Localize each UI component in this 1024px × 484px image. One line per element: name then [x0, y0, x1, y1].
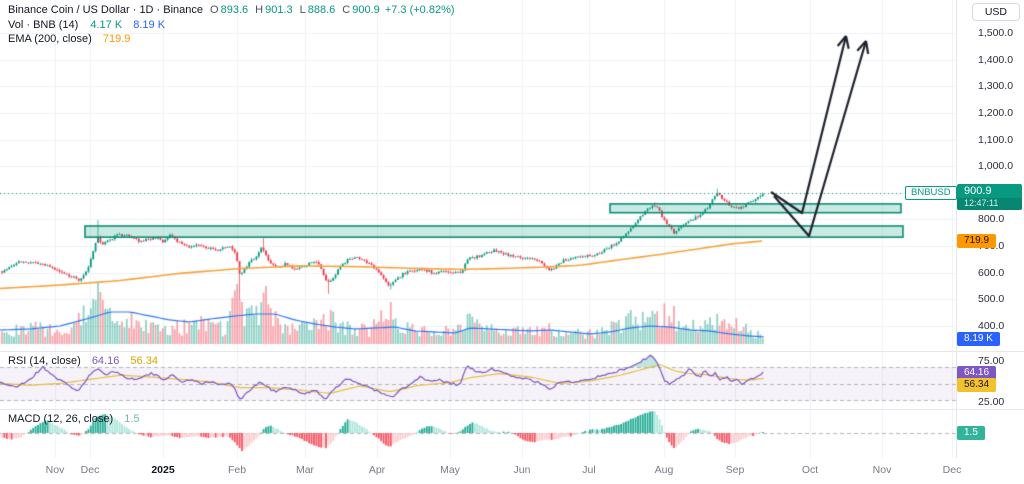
ohlc-value: 900.9 [352, 4, 380, 16]
time-tick-label: Mar [295, 464, 315, 476]
last-price-badge[interactable]: 900.9 12:47:11 [957, 184, 1022, 210]
ohlc-value: 893.6 [220, 4, 249, 16]
time-tick-label: Jun [513, 464, 531, 476]
time-tick-label: Nov [45, 464, 65, 476]
ohlc-letter: C [342, 4, 351, 16]
volume-ma-axis-badge[interactable]: 8.19 K [957, 332, 1000, 346]
ohlc-letter: O [210, 4, 219, 16]
time-tick-label: Apr [368, 464, 386, 476]
symbol-legend[interactable]: Binance Coin / US Dollar · 1D · Binance O… [8, 3, 455, 17]
ohlc-letter: L [299, 4, 306, 16]
rsi-ma-value: 56.34 [130, 355, 158, 367]
rsi-axis-badge[interactable]: 64.16 [957, 366, 997, 380]
symbol-name-tag[interactable]: BNBUSD [905, 186, 957, 200]
pane-separator-macd[interactable] [0, 409, 1024, 410]
rsi-indicator-label: RSI (14, close) [8, 355, 81, 367]
time-tick-label: Aug [654, 464, 674, 476]
volume-indicator-label: Vol · BNB (14) [8, 19, 79, 31]
currency-unit-button[interactable]: USD [971, 3, 1020, 21]
pane-separator-rsi[interactable] [0, 351, 1024, 352]
ema-indicator-label: EMA (200, close) [8, 33, 92, 45]
macd-indicator-label: MACD (12, 26, close) [8, 413, 114, 425]
rsi-ma-axis-badge[interactable]: 56.34 [957, 378, 997, 392]
rsi-legend[interactable]: RSI (14, close) 64.16 56.34 [8, 354, 158, 368]
price-change: +7.3 (+0.82%) [384, 4, 455, 16]
time-tick-label: Feb [227, 464, 247, 476]
time-tick-label: 2025 [151, 464, 175, 476]
symbol-title: Binance Coin / US Dollar · 1D · Binance [8, 4, 204, 16]
macd-legend[interactable]: MACD (12, 26, close) 1.5 [8, 412, 140, 426]
last-price-value: 900.9 [964, 185, 992, 197]
price-tick-label: 1,400.0 [978, 53, 1014, 66]
ohlc-values: O 893.6 H 901.3 L 888.6 C 900.9 [203, 4, 380, 16]
price-tick-label: 1,300.0 [978, 80, 1014, 93]
price-tick-label: 600.0 [978, 266, 1005, 279]
ema-value: 719.9 [102, 33, 131, 45]
price-tick-label: 400.0 [978, 319, 1005, 332]
price-tick-label: 1,000.0 [978, 160, 1014, 173]
volume-legend[interactable]: Vol · BNB (14) 4.17 K 8.19 K [8, 18, 165, 32]
ohlc-value: 901.3 [265, 4, 293, 16]
price-tick-label: 1,200.0 [978, 106, 1014, 119]
bar-countdown: 12:47:11 [957, 198, 1022, 210]
ohlc-letter: H [255, 4, 264, 16]
time-tick-label: Dec [942, 464, 962, 476]
time-axis[interactable]: Nov Dec 2025 Feb Mar Apr May Jun Jul Aug Sep Oct Nov… [0, 458, 1024, 484]
time-tick-label: Sep [725, 464, 745, 476]
time-tick-label: Dec [80, 464, 100, 476]
macd-axis-badge[interactable]: 1.5 [957, 426, 985, 440]
price-tick-label: 800.0 [978, 213, 1005, 226]
rsi-tick-label: 75.00 [978, 355, 1005, 367]
time-tick-label: May [440, 464, 460, 476]
time-tick-label: Nov [872, 464, 892, 476]
volume-current-value: 4.17 K [90, 19, 123, 31]
ema-legend[interactable]: EMA (200, close) 719.9 [8, 32, 130, 46]
macd-value: 1.5 [124, 413, 140, 425]
price-tick-label: 1,100.0 [978, 133, 1014, 146]
time-tick-label: Jul [582, 464, 596, 476]
price-tick-label: 500.0 [978, 293, 1005, 306]
ohlc-value: 888.6 [307, 4, 336, 16]
volume-ma-value: 8.19 K [133, 19, 166, 31]
price-axis-border [956, 0, 957, 458]
ema-axis-badge[interactable]: 719.9 [957, 234, 997, 248]
time-tick-label: Oct [801, 464, 819, 476]
rsi-tick-label: 25.00 [978, 396, 1005, 408]
price-tick-label: 1,500.0 [978, 27, 1014, 40]
rsi-value: 64.16 [91, 355, 120, 367]
